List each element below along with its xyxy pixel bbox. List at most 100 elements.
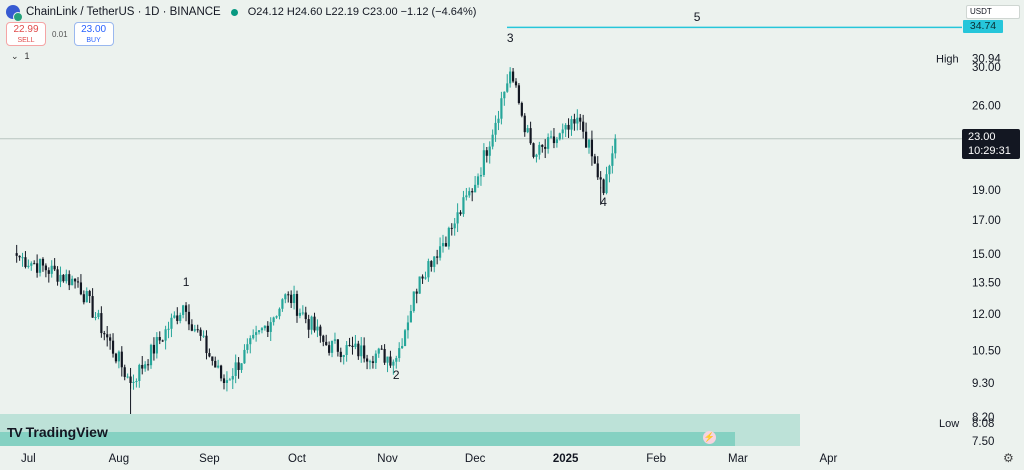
- candle-body: [523, 115, 526, 133]
- candle-body: [605, 174, 608, 194]
- candle-body: [506, 83, 509, 92]
- x-tick-label: 2025: [553, 453, 579, 465]
- candle-body: [602, 179, 605, 194]
- buy-price: 23.00: [81, 23, 107, 35]
- candle-body: [149, 344, 153, 366]
- candle-body: [190, 324, 193, 331]
- y-tick-label: 13.50: [972, 277, 1001, 289]
- buy-button[interactable]: 23.00 BUY: [73, 22, 114, 46]
- candle-body: [167, 328, 170, 330]
- candle-body: [360, 345, 363, 357]
- candle-body: [587, 139, 591, 148]
- candle-body: [322, 335, 325, 342]
- candle-body: [275, 316, 278, 318]
- chevron-down-icon: ⌄: [11, 51, 19, 61]
- wave-label: 2: [393, 368, 400, 382]
- candle-body: [541, 144, 544, 147]
- candle-body: [444, 243, 448, 247]
- high-value: 30.94: [972, 54, 1001, 66]
- candle-body: [234, 362, 237, 376]
- candle-body: [272, 317, 275, 323]
- candle-body: [611, 153, 614, 166]
- candle-body: [608, 165, 611, 175]
- high-label: High: [936, 54, 959, 66]
- sell-button[interactable]: 22.99 SELL: [6, 22, 46, 46]
- candle-body: [453, 223, 456, 229]
- indicator-count: 1: [24, 51, 30, 61]
- candle-body: [295, 293, 299, 316]
- candle-body: [590, 139, 594, 157]
- candle-body: [383, 348, 386, 363]
- candle-body: [184, 305, 188, 312]
- candle-body: [231, 375, 234, 380]
- candle-body: [47, 270, 50, 274]
- candle-body: [76, 281, 80, 283]
- candle-body: [62, 274, 65, 282]
- candle-body: [342, 354, 345, 357]
- candle-body: [479, 174, 483, 177]
- candle-body: [570, 119, 573, 130]
- candle-body: [395, 358, 398, 362]
- candle-body: [558, 133, 561, 140]
- indicators-toggle[interactable]: ⌄ 1: [11, 51, 30, 62]
- gear-icon[interactable]: ⚙: [1003, 451, 1014, 465]
- candle-body: [100, 313, 103, 334]
- candle-body: [120, 351, 123, 368]
- candle-body: [164, 329, 167, 341]
- candle-body: [552, 136, 556, 144]
- candle-body: [219, 365, 223, 379]
- candle-body: [214, 360, 217, 368]
- candle-body: [106, 334, 109, 338]
- candle-body: [474, 184, 477, 193]
- candle-body: [269, 322, 272, 332]
- candle-body: [222, 378, 226, 383]
- candle-body: [564, 124, 567, 130]
- candle-body: [252, 334, 255, 339]
- candle-body: [284, 294, 287, 300]
- y-tick-label: 12.00: [972, 309, 1001, 321]
- ohlc-values: O24.12 H24.60 L22.19 C23.00 −1.12 (−4.64…: [247, 6, 477, 18]
- candle-body: [482, 150, 485, 175]
- candle-body: [196, 329, 199, 331]
- candle-body: [316, 326, 319, 331]
- candle-body: [263, 325, 266, 329]
- candle-body: [398, 348, 401, 359]
- last-price: 23.00: [968, 131, 996, 143]
- candle-body: [389, 356, 392, 366]
- candle-body: [152, 344, 156, 354]
- candle-body: [135, 380, 138, 382]
- symbol-title[interactable]: ChainLink / TetherUS · 1D · BINANCE: [26, 6, 221, 18]
- candle-body: [217, 365, 220, 368]
- candle-body: [82, 294, 85, 303]
- candle-body: [240, 363, 243, 370]
- candle-body: [579, 117, 582, 122]
- candle-body: [144, 364, 147, 369]
- candle-body: [111, 340, 115, 354]
- candle-body: [199, 329, 202, 336]
- candle-body: [33, 263, 36, 265]
- candle-body: [415, 291, 418, 294]
- candle-body: [59, 274, 62, 282]
- candle-body: [427, 261, 430, 278]
- y-tick-label: 9.30: [972, 378, 994, 390]
- chainlink-icon: [6, 5, 23, 22]
- candle-body: [85, 291, 88, 303]
- candle-body: [494, 122, 497, 135]
- candle-body: [538, 144, 541, 155]
- candle-body: [225, 380, 229, 383]
- x-tick-label: Aug: [109, 453, 129, 465]
- candle-body: [517, 85, 521, 104]
- candle-body: [547, 137, 550, 149]
- candle-body: [357, 343, 360, 357]
- candle-body: [91, 296, 94, 318]
- candle-body: [593, 156, 596, 164]
- candle-body: [520, 103, 523, 116]
- lightning-icon[interactable]: ⚡: [703, 431, 716, 444]
- market-status-icon: [230, 8, 238, 16]
- candle-body: [193, 329, 196, 331]
- candle-body: [392, 361, 395, 366]
- candle-body: [348, 345, 351, 347]
- candle-body: [491, 134, 494, 147]
- currency-selector[interactable]: USDT: [966, 5, 1020, 19]
